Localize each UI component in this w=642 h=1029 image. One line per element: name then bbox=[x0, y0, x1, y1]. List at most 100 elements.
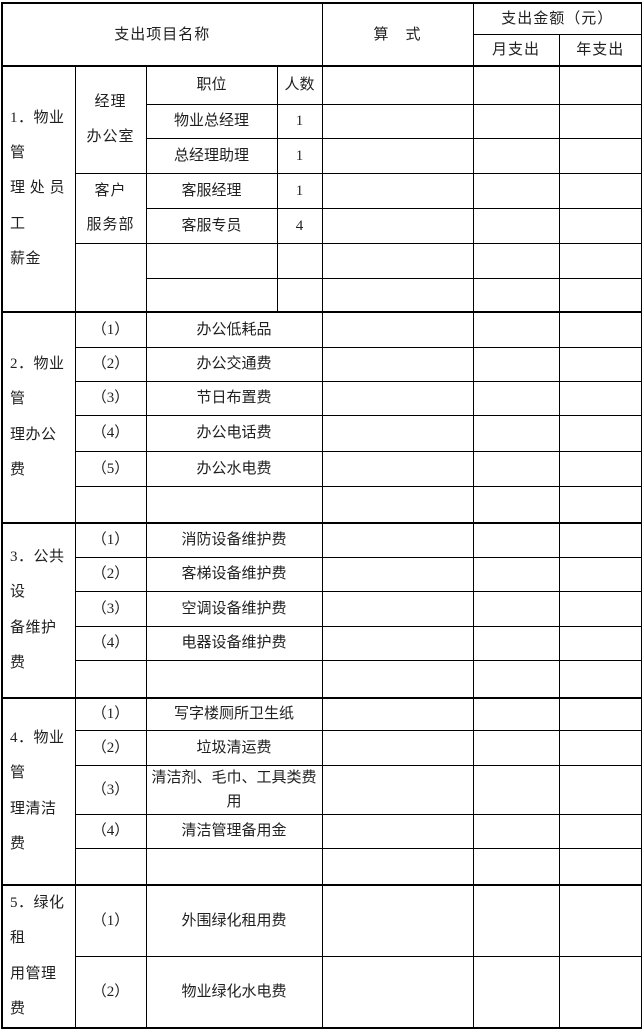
table-row bbox=[2, 242, 642, 313]
yearly-expense-cell bbox=[558, 242, 642, 279]
monthly-expense-cell bbox=[472, 65, 560, 105]
position-cell: 物业总经理 bbox=[145, 103, 278, 139]
formula-cell bbox=[321, 137, 474, 174]
formula-cell bbox=[321, 65, 474, 105]
item-number-cell: （2） bbox=[74, 729, 147, 766]
formula-cell bbox=[321, 414, 474, 452]
formula-cell bbox=[321, 659, 474, 699]
position-cell: 客服专员 bbox=[145, 207, 278, 244]
monthly-expense-cell bbox=[472, 103, 560, 139]
yearly-expense-cell bbox=[558, 207, 642, 244]
table-row: （3） 节日布置费 bbox=[2, 380, 642, 416]
header-item-name: 支出项目名称 bbox=[1, 2, 323, 67]
monthly-expense-cell bbox=[472, 729, 560, 766]
table-row: 1．物业管 理 处 员 工 薪金 经理 办公室 职位 人数 bbox=[1, 65, 642, 313]
position-header-cell: 职位 bbox=[145, 65, 278, 105]
monthly-expense-cell bbox=[472, 659, 560, 699]
formula-cell bbox=[321, 346, 474, 382]
table-row: （4） 清洁管理备用金 bbox=[2, 813, 642, 849]
monthly-expense-cell bbox=[472, 485, 560, 524]
item-number-cell bbox=[74, 847, 147, 886]
section-3-title: 3．公共设 备维护费 bbox=[1, 522, 76, 699]
position-cell bbox=[145, 277, 278, 313]
item-number-cell bbox=[74, 659, 147, 699]
item-number-cell: （3） bbox=[74, 590, 147, 627]
table-row: （2） 垃圾清运费 bbox=[2, 729, 642, 766]
dept-manager-office: 经理 办公室 bbox=[74, 65, 147, 174]
monthly-expense-cell bbox=[472, 450, 560, 487]
table-row: （4） 电器设备维护费 bbox=[2, 625, 642, 661]
item-name-cell: 物业绿化水电费 bbox=[145, 956, 323, 1029]
yearly-expense-cell bbox=[558, 414, 642, 452]
item-number-cell: （3） bbox=[74, 764, 147, 815]
item-name-cell: 消防设备维护费 bbox=[145, 522, 323, 558]
item-name-cell: 外围绿化租用费 bbox=[145, 884, 323, 957]
dept-customer-service: 客户 服务部 bbox=[74, 172, 147, 244]
monthly-expense-cell bbox=[472, 764, 560, 815]
formula-cell bbox=[321, 556, 474, 592]
item-name-cell bbox=[145, 485, 323, 524]
dept-empty-cell bbox=[74, 242, 147, 313]
item-name-cell: 客梯设备维护费 bbox=[145, 556, 323, 592]
section-4-title: 4．物业管 理清洁费 bbox=[1, 697, 76, 886]
item-name-cell: 办公交通费 bbox=[145, 346, 323, 382]
formula-cell bbox=[321, 522, 474, 558]
position-cell bbox=[145, 242, 278, 279]
yearly-expense-cell bbox=[558, 380, 642, 416]
yearly-expense-cell bbox=[558, 311, 642, 348]
table-row: 3．公共设 备维护费 （1） 消防设备维护费 bbox=[1, 522, 642, 699]
yearly-expense-cell bbox=[558, 625, 642, 661]
formula-cell bbox=[321, 697, 474, 731]
yearly-expense-cell bbox=[558, 956, 642, 1029]
headcount-cell: 4 bbox=[276, 207, 323, 244]
formula-cell bbox=[321, 729, 474, 766]
monthly-expense-cell bbox=[472, 556, 560, 592]
header-yearly: 年支出 bbox=[558, 33, 642, 67]
table-row: （4） 办公电话费 bbox=[2, 414, 642, 452]
item-name-cell: 办公水电费 bbox=[145, 450, 323, 487]
item-name-cell: 写字楼厕所卫生纸 bbox=[145, 697, 323, 731]
table-row: （2） 客梯设备维护费 bbox=[2, 556, 642, 592]
monthly-expense-cell bbox=[472, 522, 560, 558]
item-number-cell: （1） bbox=[74, 522, 147, 558]
yearly-expense-cell bbox=[558, 522, 642, 558]
table-row: 月支出 年支出 bbox=[2, 33, 642, 67]
yearly-expense-cell bbox=[558, 729, 642, 766]
formula-cell bbox=[321, 956, 474, 1029]
headcount-cell bbox=[276, 242, 323, 279]
section-5-title: 5．绿化租 用管理费 bbox=[1, 884, 76, 1029]
yearly-expense-cell bbox=[558, 813, 642, 849]
formula-cell bbox=[321, 884, 474, 957]
formula-cell bbox=[321, 311, 474, 348]
item-number-cell bbox=[74, 485, 147, 524]
formula-cell bbox=[321, 207, 474, 244]
monthly-expense-cell bbox=[472, 137, 560, 174]
headcount-cell: 1 bbox=[276, 103, 323, 139]
item-number-cell: （2） bbox=[74, 556, 147, 592]
item-number-cell: （4） bbox=[74, 414, 147, 452]
formula-cell bbox=[321, 103, 474, 139]
yearly-expense-cell bbox=[558, 764, 642, 815]
formula-cell bbox=[321, 172, 474, 209]
yearly-expense-cell bbox=[558, 450, 642, 487]
table-row bbox=[2, 277, 642, 313]
table-row: 5．绿化租 用管理费 （1） 外围绿化租用费 bbox=[1, 884, 642, 1029]
monthly-expense-cell bbox=[472, 697, 560, 731]
yearly-expense-cell bbox=[558, 556, 642, 592]
formula-cell bbox=[321, 380, 474, 416]
table-row: （3） 清洁剂、毛巾、工具类费用 bbox=[2, 764, 642, 815]
yearly-expense-cell bbox=[558, 103, 642, 139]
headcount-cell: 1 bbox=[276, 137, 323, 174]
yearly-expense-cell bbox=[558, 659, 642, 699]
item-name-cell: 清洁管理备用金 bbox=[145, 813, 323, 849]
yearly-expense-cell bbox=[558, 65, 642, 105]
table-row bbox=[2, 659, 642, 699]
formula-cell bbox=[321, 764, 474, 815]
item-name-cell: 办公低耗品 bbox=[145, 311, 323, 348]
yearly-expense-cell bbox=[558, 137, 642, 174]
table-row: 总经理助理 1 bbox=[2, 137, 642, 174]
formula-cell bbox=[321, 625, 474, 661]
yearly-expense-cell bbox=[558, 172, 642, 209]
